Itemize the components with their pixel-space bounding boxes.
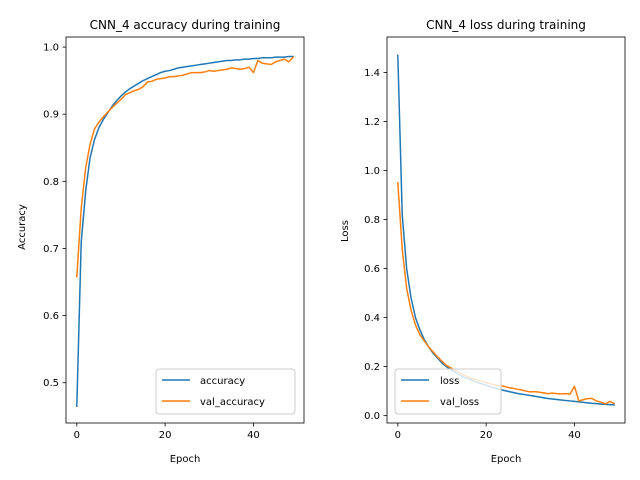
accuracy-y-tick-label: 0.5 <box>43 378 59 389</box>
loss-x-tick-label: 0 <box>395 430 401 441</box>
loss-y-tick-label: 0.0 <box>364 411 380 422</box>
loss-y-axis-label: Loss <box>340 220 351 242</box>
accuracy-y-tick-label: 1.0 <box>43 43 59 54</box>
loss-y-tick-label: 1.0 <box>364 166 380 177</box>
accuracy-panel: CNN_4 accuracy during training 0 20 400.50… <box>17 18 305 465</box>
loss-x-tick-label: 20 <box>480 430 493 441</box>
loss-y-tick-label: 1.2 <box>364 117 380 128</box>
accuracy-legend-box <box>155 368 296 415</box>
loss-panel: CNN_4 loss during training 0 20 40 0.0 0.2 0.… <box>340 18 626 465</box>
accuracy-axes-frame <box>65 36 305 424</box>
loss-axes-frame <box>386 36 626 424</box>
accuracy-y-tick-label: 0.7 <box>43 244 59 255</box>
accuracy-plot-area: 0 20 40 0.5 0.6 0.7 0.8 0.9 1.0 <box>43 36 305 441</box>
accuracy-y-axis-label: Accuracy <box>17 204 28 250</box>
accuracy-x-axis-label: Epoch <box>170 454 201 465</box>
loss-x-tick-label: 40 <box>568 430 581 441</box>
loss-y-tick-label: 1.4 <box>364 68 380 79</box>
loss-series-val-loss-line <box>397 182 616 405</box>
accuracy-y-tick-label: 0.9 <box>43 110 59 121</box>
accuracy-series-val-accuracy-line <box>76 56 295 278</box>
accuracy-x-tick-label: 20 <box>159 430 172 441</box>
loss-y-tick-label: 0.2 <box>364 362 380 373</box>
loss-y-tick-label: 0.8 <box>364 215 380 226</box>
loss-plot-area: 0 20 40 0.0 0.2 0.4 0.6 0.8 1.0 1.2 1.4 <box>364 36 626 441</box>
accuracy-chart-title: CNN_4 accuracy during training <box>90 18 281 32</box>
loss-y-tick-label: 0.4 <box>364 313 380 324</box>
loss-legend-label: loss <box>440 376 459 387</box>
accuracy-legend: accuracy val_accuracy <box>155 368 296 415</box>
val-accuracy-legend-label: val_accuracy <box>200 397 265 408</box>
loss-y-tick-label: 0.6 <box>364 264 380 275</box>
val-loss-legend-label: val_loss <box>440 397 479 408</box>
loss-legend: loss val_loss <box>394 368 502 415</box>
accuracy-legend-label: accuracy <box>200 376 245 387</box>
accuracy-y-tick-label: 0.6 <box>43 311 59 322</box>
accuracy-x-tick-label: 0 <box>74 430 80 441</box>
loss-x-axis-label: Epoch <box>491 454 522 465</box>
accuracy-x-tick-label: 40 <box>247 430 260 441</box>
loss-chart-title: CNN_4 loss during training <box>426 18 586 32</box>
loss-series-loss-line <box>397 54 615 406</box>
accuracy-series-accuracy-line <box>76 55 294 407</box>
accuracy-y-tick-label: 0.8 <box>43 177 59 188</box>
